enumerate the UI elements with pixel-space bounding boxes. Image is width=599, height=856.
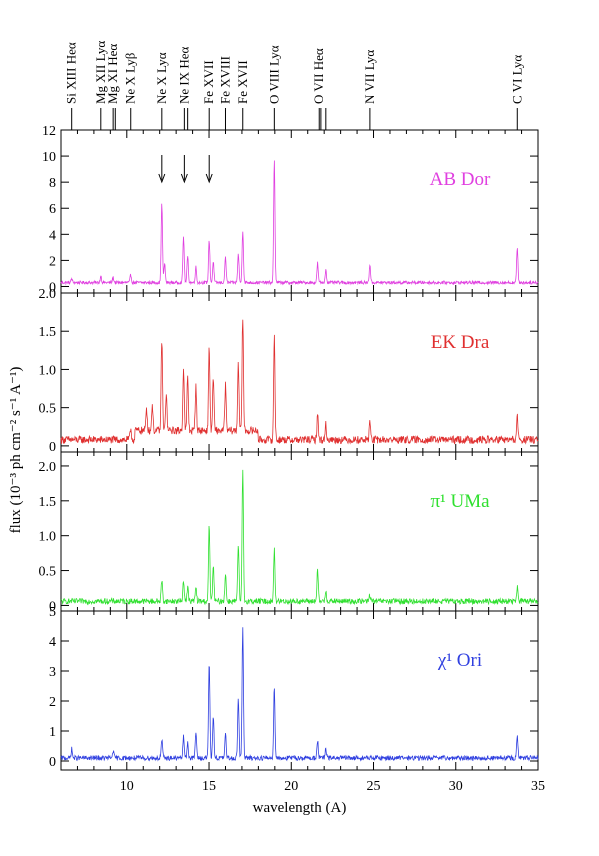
line-marker-label: O VII Heα <box>311 48 326 104</box>
x-tick-label: 15 <box>202 779 216 794</box>
y-axis-label: flux (10⁻³ ph cm⁻² s⁻¹ A⁻¹) <box>8 367 24 534</box>
y-tick-label: 2.0 <box>39 460 57 475</box>
line-marker-label: Ne IX Heα <box>176 46 191 104</box>
x-tick-label: 20 <box>284 779 298 794</box>
y-tick-label: 6 <box>49 202 56 217</box>
line-marker-label: Ne X Lyα <box>154 52 169 104</box>
panel-star-name: AB Dor <box>430 169 491 190</box>
spectrum-line <box>60 319 539 445</box>
line-marker-label: N VII Lyα <box>362 50 377 104</box>
line-arrow-head <box>205 173 213 184</box>
y-tick-label: 5 <box>49 605 56 620</box>
line-marker-label: Ne X Lyβ <box>123 52 138 104</box>
line-marker-label: Fe XVII <box>201 60 216 104</box>
y-tick-label: 0 <box>49 599 56 614</box>
line-marker-label: Fe XVII <box>235 60 250 104</box>
y-tick-label: 0 <box>49 755 56 770</box>
line-marker-label: Mg XI Heα <box>105 44 120 104</box>
spectrum-line <box>60 160 539 286</box>
y-tick-label: 1.5 <box>39 495 57 510</box>
y-tick-label: 0 <box>49 440 56 455</box>
panel-star-name: EK Dra <box>431 332 490 353</box>
x-axis-label: wavelength (A) <box>253 800 347 816</box>
y-tick-label: 1 <box>49 725 56 740</box>
y-tick-label: 1.0 <box>39 363 57 378</box>
y-tick-label: 1.0 <box>39 530 57 545</box>
panel-frame <box>60 129 539 294</box>
y-tick-label: 2 <box>49 254 56 269</box>
panel-star-name: χ¹ Ori <box>437 650 482 671</box>
y-tick-label: 0.5 <box>39 565 57 580</box>
panel-frame <box>60 451 539 612</box>
y-tick-label: 2.0 <box>39 287 57 302</box>
spectrum-line <box>60 469 539 606</box>
line-arrow-head <box>158 173 166 184</box>
line-marker-label: Si XIII Heα <box>64 42 79 104</box>
x-tick-label: 10 <box>120 779 134 794</box>
line-marker-label: O VIII Lyα <box>266 45 281 104</box>
y-tick-label: 1.5 <box>39 325 57 340</box>
y-tick-label: 12 <box>42 124 56 139</box>
y-tick-label: 4 <box>49 228 56 243</box>
y-tick-label: 0.5 <box>39 402 57 417</box>
y-tick-label: 0 <box>49 280 56 295</box>
line-marker-label: Mg XII Lyα <box>93 41 108 104</box>
y-tick-label: 3 <box>49 665 56 680</box>
x-tick-label: 30 <box>449 779 463 794</box>
line-marker-label: Fe XVIII <box>217 56 232 104</box>
line-marker-label: C VI Lyα <box>509 55 524 104</box>
y-tick-label: 4 <box>49 635 56 650</box>
panel-frame <box>60 610 539 771</box>
y-tick-label: 10 <box>42 150 56 165</box>
y-tick-label: 8 <box>49 176 56 191</box>
x-tick-label: 25 <box>367 779 381 794</box>
panel-frame <box>60 292 539 453</box>
x-tick-label: 35 <box>531 779 545 794</box>
y-tick-label: 2 <box>49 695 56 710</box>
panel-star-name: π¹ UMa <box>430 491 490 512</box>
spectrum-line <box>60 627 539 762</box>
line-arrow-head <box>180 173 188 184</box>
